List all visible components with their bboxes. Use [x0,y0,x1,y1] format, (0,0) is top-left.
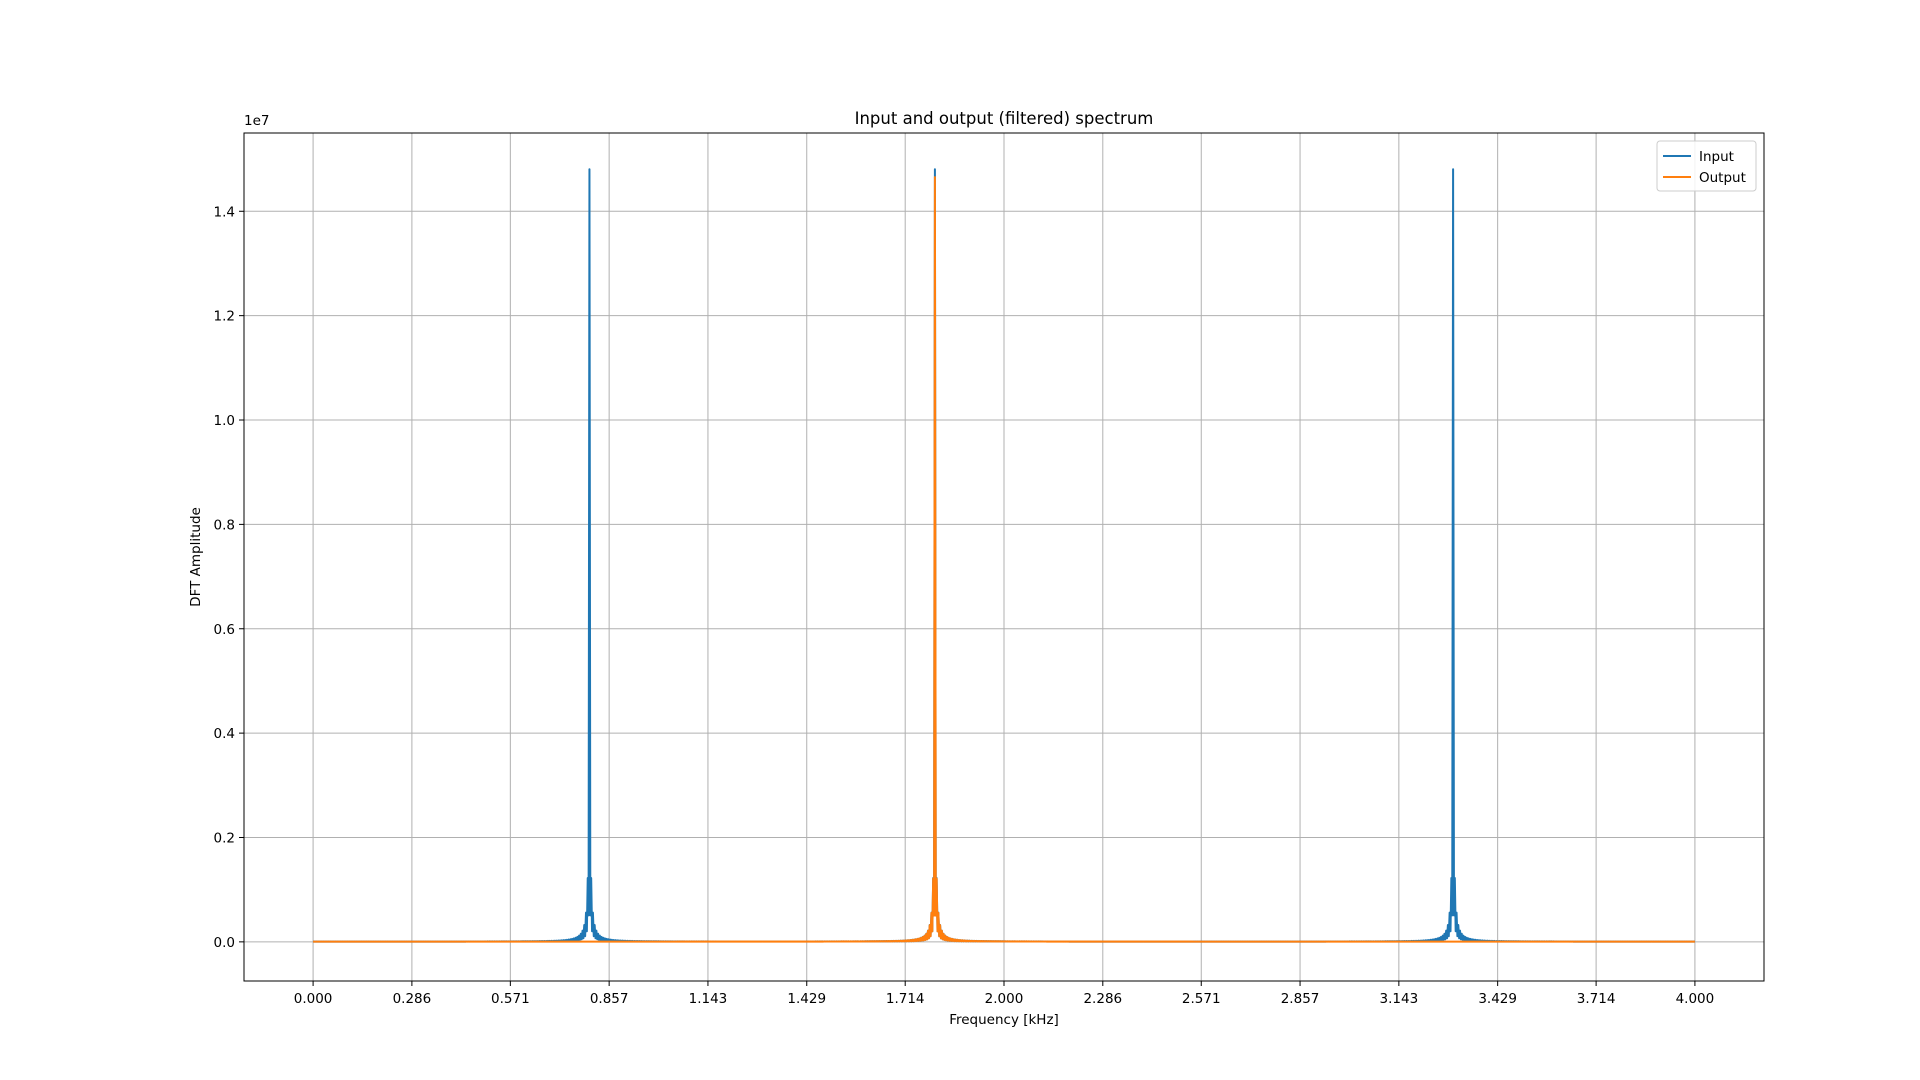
y-tick-label: 0.8 [214,517,235,533]
x-tick-label: 0.286 [393,991,432,1007]
x-tick-label: 1.429 [787,991,826,1007]
x-axis-label: Frequency [kHz] [949,1012,1059,1028]
grid [244,133,1764,981]
x-tick-label: 2.571 [1182,991,1221,1007]
y-tick-label: 1.2 [214,309,235,325]
x-tick-label: 3.143 [1380,991,1419,1007]
y-tick-label: 0.6 [214,622,235,638]
chart-title: Input and output (filtered) spectrum [855,109,1154,128]
legend-box [1656,140,1757,192]
series-layer [312,168,1696,943]
x-tick-label: 1.143 [689,991,728,1007]
y-tick-label: 1.0 [214,413,235,429]
y-tick-label: 0.4 [214,726,235,742]
x-tick-label: 3.429 [1478,991,1517,1007]
x-tick-label: 1.714 [886,991,925,1007]
x-tick-label: 0.571 [491,991,530,1007]
legend-label: Output [1699,170,1746,186]
x-tick-label: 2.857 [1281,991,1320,1007]
legend: Input Output [1656,140,1757,192]
legend-label: Input [1699,149,1734,165]
x-tick-label: 2.286 [1083,991,1122,1007]
x-tick-label: 0.000 [294,991,333,1007]
y-axis-ticks: 0.0 0.2 0.4 0.6 0.8 1.0 1.2 1.4 [214,204,244,951]
x-tick-label: 3.714 [1577,991,1616,1007]
series-line-output [312,176,1696,943]
y-axis-label: DFT Amplitude [188,507,204,607]
x-tick-label: 0.857 [590,991,629,1007]
y-tick-label: 0.2 [214,830,235,846]
x-tick-label: 2.000 [985,991,1024,1007]
y-tick-label: 0.0 [214,935,235,951]
y-tick-label: 1.4 [214,204,235,220]
y-axis-offset-label: 1e7 [244,113,269,129]
x-axis-ticks: 0.000 0.286 0.571 0.857 1.143 1.429 1.714 2.000… [294,981,1714,1007]
x-tick-label: 4.000 [1676,991,1715,1007]
